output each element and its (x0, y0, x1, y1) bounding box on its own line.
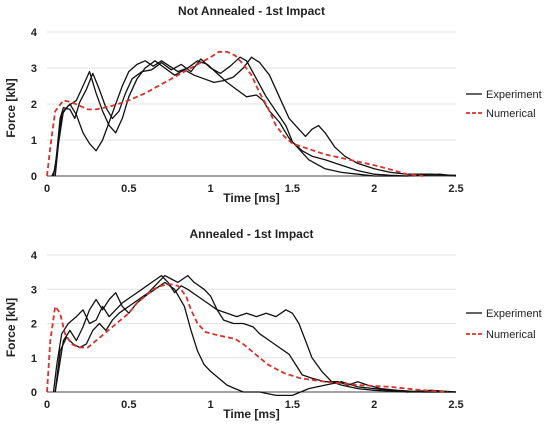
x-axis-label: Time [ms] (223, 191, 279, 205)
y-tick-label: 0 (31, 387, 37, 399)
x-axis-label: Time [ms] (223, 407, 279, 421)
x-tick-label: 1 (208, 183, 214, 195)
x-tick-label: 1.5 (285, 399, 300, 411)
x-tick-label: 2 (371, 183, 377, 195)
x-tick-label: 1.5 (285, 183, 300, 195)
x-tick-label: 0.5 (121, 183, 136, 195)
experiment-series-line (54, 274, 456, 393)
y-tick-label: 1 (31, 135, 37, 147)
y-tick-label: 1 (31, 353, 37, 365)
chart-title: Not Annealed - 1st Impact (178, 4, 325, 18)
x-tick-label: 1 (208, 399, 214, 411)
y-tick-label: 0 (31, 171, 37, 183)
y-tick-label: 3 (31, 63, 37, 75)
x-tick-label: 0 (44, 183, 50, 195)
experiment-series-line (52, 274, 456, 393)
experiment-series-line (51, 56, 457, 177)
legend-label: Experiment (486, 308, 542, 320)
y-tick-label: 4 (31, 250, 38, 262)
legend-label: Numerical (486, 329, 536, 341)
legend-label: Numerical (486, 108, 536, 120)
numerical-series-line (46, 50, 424, 177)
chart-title: Annealed - 1st Impact (189, 227, 313, 241)
y-tick-label: 3 (31, 284, 37, 296)
x-tick-label: 2.5 (448, 183, 463, 195)
x-tick-label: 0 (44, 399, 50, 411)
x-tick-label: 2.5 (448, 399, 463, 411)
y-tick-label: 2 (31, 99, 37, 111)
y-tick-label: 4 (31, 27, 38, 39)
x-tick-label: 0.5 (121, 399, 136, 411)
y-tick-label: 2 (31, 319, 37, 331)
y-axis-label: Force [kN] (4, 78, 18, 137)
numerical-series-line (46, 283, 448, 393)
y-axis-label: Force [kN] (4, 298, 18, 357)
x-tick-label: 2 (371, 399, 377, 411)
experiment-series-line (54, 60, 457, 177)
legend-label: Experiment (486, 89, 542, 101)
experiment-series-line (54, 281, 457, 397)
experiment-series-line (52, 56, 457, 177)
